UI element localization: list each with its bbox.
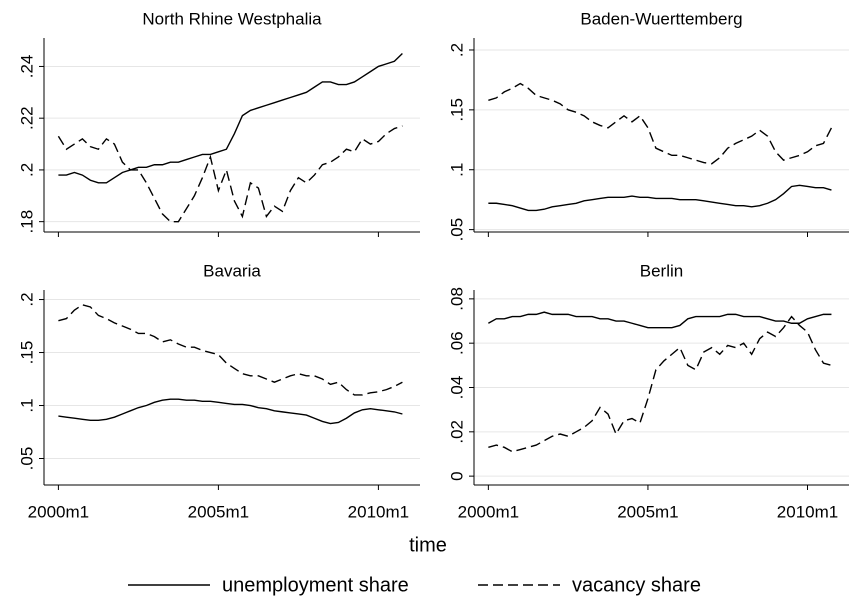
y-tick-label: .24 — [17, 55, 36, 79]
series-line — [488, 311, 832, 329]
legend-label: unemployment share — [222, 574, 409, 596]
y-tick-label: .02 — [447, 420, 466, 444]
series-line — [58, 398, 403, 425]
y-tick-label: .18 — [17, 210, 36, 234]
y-tick-label: .2 — [17, 163, 36, 177]
panel-title: Bavaria — [203, 261, 261, 280]
panel-title: Baden-Wuerttemberg — [580, 9, 742, 28]
series-line — [58, 304, 403, 396]
y-tick-label: .05 — [447, 218, 466, 242]
series-line — [488, 184, 832, 212]
y-tick-label: .1 — [447, 163, 466, 177]
y-tick-label: .2 — [447, 43, 466, 57]
x-tick-label: 2005m1 — [188, 502, 249, 521]
panel-title: Berlin — [640, 261, 683, 280]
legend-label: vacancy share — [572, 574, 701, 596]
y-tick-label: 0 — [447, 471, 466, 480]
series-line — [488, 82, 833, 165]
panel-title: North Rhine Westphalia — [142, 9, 322, 28]
y-tick-label: .05 — [17, 447, 36, 471]
y-tick-label: .1 — [17, 398, 36, 412]
x-tick-label: 2000m1 — [28, 502, 89, 521]
y-tick-label: .15 — [447, 98, 466, 122]
x-axis-label: time — [409, 534, 447, 556]
y-tick-label: .04 — [447, 376, 466, 400]
x-tick-label: 2000m1 — [458, 502, 519, 521]
x-tick-label: 2005m1 — [617, 502, 678, 521]
series-line — [488, 315, 832, 453]
series-line — [57, 125, 403, 223]
y-tick-label: .15 — [17, 341, 36, 365]
x-tick-label: 2010m1 — [777, 502, 838, 521]
x-tick-label: 2010m1 — [348, 502, 409, 521]
y-tick-label: .22 — [17, 106, 36, 130]
y-tick-label: .08 — [447, 287, 466, 311]
y-tick-label: .06 — [447, 331, 466, 355]
series-line — [58, 53, 403, 184]
y-tick-label: .2 — [17, 292, 36, 306]
